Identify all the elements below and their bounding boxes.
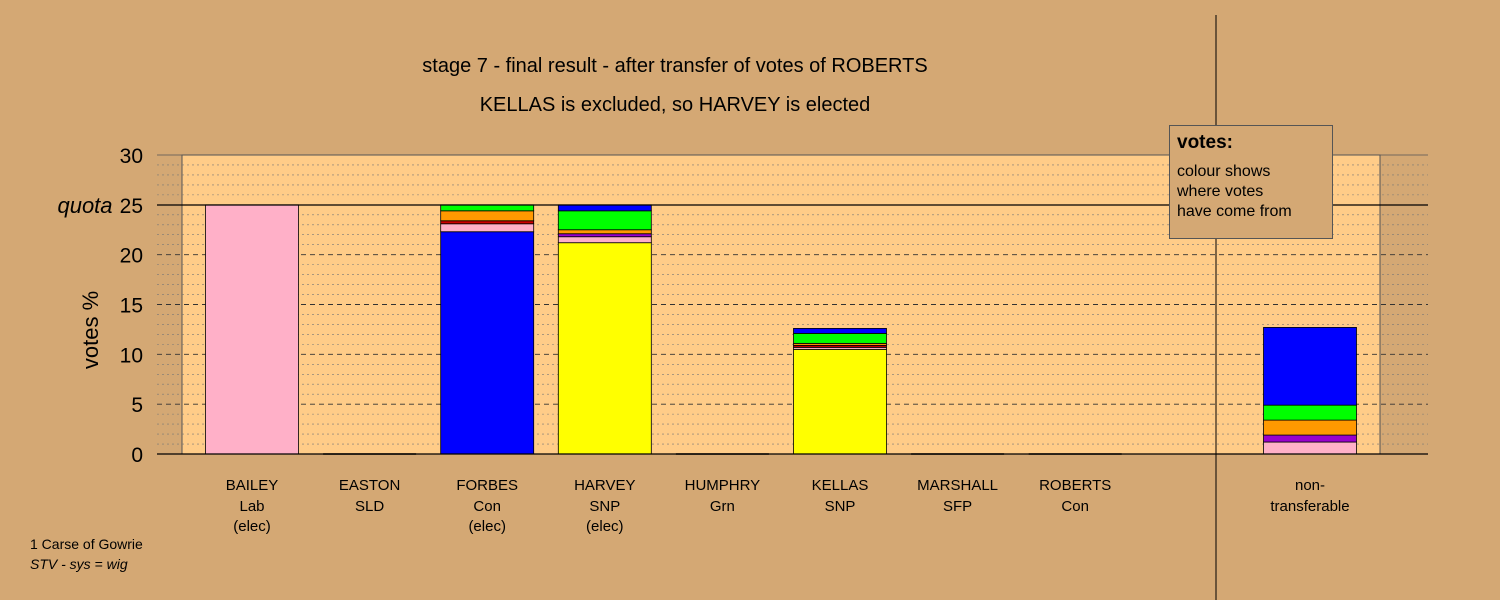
candidate-party-label: Grn: [710, 498, 735, 515]
non-transferable-label: transferable: [1270, 498, 1349, 515]
bar-segment-pink: [557, 236, 652, 244]
bar-segment-yellow: [557, 242, 652, 455]
bars: [205, 204, 1357, 455]
y-tick-label: 30: [120, 145, 143, 168]
candidate-party-label: SFP: [943, 498, 972, 515]
bar-segment-pink: [440, 223, 535, 233]
bar-segment-green: [440, 204, 535, 212]
candidate-name-label: EASTON: [339, 477, 400, 494]
bar-segment-blue: [440, 231, 535, 455]
candidate-name-label: FORBES: [456, 477, 518, 494]
candidate-name-label: HARVEY: [574, 477, 635, 494]
candidate-status-label: (elec): [586, 518, 624, 535]
candidate-party-label: SNP: [589, 498, 620, 515]
bar-segment-green: [793, 333, 887, 344]
candidate-name-label: MARSHALL: [917, 477, 998, 494]
bar-segment-blue: [557, 204, 652, 212]
x-axis-labels: BAILEY Lab (elec) EASTON SLD FORBES Con (elec) H…: [226, 477, 1350, 535]
candidate-name-label: BAILEY: [226, 477, 279, 494]
bar-segment-pink: [205, 204, 299, 455]
bar-segment-red: [440, 220, 535, 225]
candidate-party-label: Lab: [239, 498, 264, 515]
candidate-status-label: (elec): [233, 518, 271, 535]
bar-segment-yellow: [793, 348, 887, 455]
legend-line: colour shows: [1177, 163, 1271, 180]
legend-title: votes:: [1177, 132, 1233, 153]
candidate-name-label: KELLAS: [812, 477, 869, 494]
y-tick-label: 5: [131, 394, 143, 417]
constituency-label: 1 Carse of Gowrie: [30, 536, 143, 552]
non-transferable-segment-blue: [1263, 327, 1357, 406]
grid: [157, 154, 1428, 445]
candidate-party-label: Con: [473, 498, 501, 515]
legend-line: have come from: [1177, 203, 1292, 220]
y-tick-label: 25: [120, 195, 143, 218]
legend: votes: colour shows where votes have com…: [1169, 125, 1333, 239]
bar-segment-orange: [440, 210, 535, 222]
candidate-name-label: HUMPHRY: [685, 477, 761, 494]
non-transferable-segment-pink: [1263, 441, 1357, 455]
candidate-party-label: SNP: [825, 498, 856, 515]
non-transferable-label: non-: [1295, 477, 1325, 494]
non-transferable-segment-green: [1263, 404, 1357, 421]
chart-title: stage 7 - final result - after transfer …: [422, 55, 927, 77]
bar-segment-orange: [557, 229, 652, 235]
y-axis-label: votes %: [78, 291, 103, 369]
system-label: STV - sys = wig: [30, 556, 128, 572]
candidate-status-label: (elec): [468, 518, 506, 535]
non-transferable-segment-purple: [1263, 434, 1357, 443]
quota-label: quota: [57, 193, 112, 218]
y-tick-label: 0: [131, 444, 143, 467]
bar-segment-blue: [793, 328, 887, 334]
bar-segment-green: [557, 210, 652, 231]
y-axis: 0 5 10 15 20 25 30: [120, 145, 143, 467]
bar-segment-purple: [557, 233, 652, 238]
y-tick-label: 10: [120, 344, 143, 367]
candidate-name-label: ROBERTS: [1039, 477, 1111, 494]
candidate-party-label: SLD: [355, 498, 384, 515]
candidate-party-label: Con: [1061, 498, 1089, 515]
y-tick-label: 15: [120, 295, 143, 318]
legend-line: where votes: [1177, 183, 1264, 200]
chart-subtitle: KELLAS is excluded, so HARVEY is elected: [480, 94, 871, 116]
non-transferable-segment-orange: [1263, 419, 1357, 436]
y-tick-label: 20: [120, 245, 143, 268]
